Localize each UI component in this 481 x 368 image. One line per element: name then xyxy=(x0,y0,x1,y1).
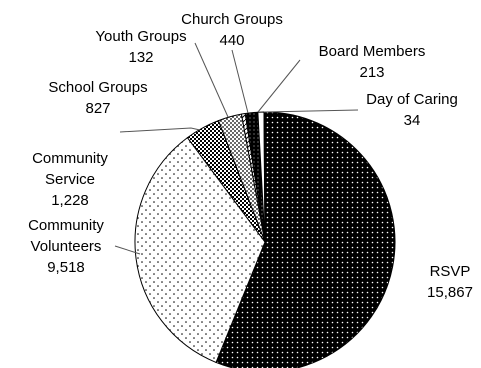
slice-value: 132 xyxy=(128,49,153,66)
slice-name: RSVP xyxy=(430,263,471,280)
slice-label-community-volunteers: Community Volunteers 9,518 xyxy=(28,217,104,276)
slice-name: Church Groups xyxy=(181,11,283,28)
leader-line-youth-groups xyxy=(194,42,229,118)
slice-label-community-service: Community Service 1,228 xyxy=(32,150,108,209)
slice-name: School Groups xyxy=(48,79,147,96)
leader-line-community-volunteers xyxy=(114,245,141,255)
slice-name: Day of Caring xyxy=(366,91,458,108)
slice-name: Youth Groups xyxy=(95,28,186,45)
leader-line-board-members xyxy=(257,59,301,113)
slice-label-church-groups: Church Groups 440 xyxy=(181,11,283,49)
slice-label-day-of-caring: Day of Caring 34 xyxy=(366,91,458,129)
leader-line-church-groups xyxy=(231,49,249,114)
slice-value: 213 xyxy=(359,64,384,81)
pie-slice-community-volunteers xyxy=(134,136,266,364)
slice-label-school-groups: School Groups 827 xyxy=(48,79,147,117)
slice-value: 440 xyxy=(219,32,244,49)
slice-name: Service xyxy=(45,171,95,188)
slice-value: 15,867 xyxy=(427,284,473,301)
slice-value: 9,518 xyxy=(47,259,85,276)
leader-line-day-of-caring xyxy=(263,109,359,113)
label-leader-lines xyxy=(114,42,359,255)
slice-name: Community xyxy=(32,150,108,167)
pie-slices xyxy=(134,111,396,368)
slice-name: Board Members xyxy=(319,43,426,60)
slice-label-youth-groups: Youth Groups 132 xyxy=(95,28,186,66)
slice-value: 34 xyxy=(404,112,421,129)
slice-label-rsvp: RSVP 15,867 xyxy=(427,263,473,301)
slice-value: 1,228 xyxy=(51,192,89,209)
slice-name: Volunteers xyxy=(31,238,102,255)
slice-label-board-members: Board Members 213 xyxy=(319,43,426,81)
slice-name: Community xyxy=(28,217,104,234)
leader-line-school-groups xyxy=(119,127,201,133)
pie-slice-rsvp xyxy=(215,111,396,368)
slice-value: 827 xyxy=(85,100,110,117)
